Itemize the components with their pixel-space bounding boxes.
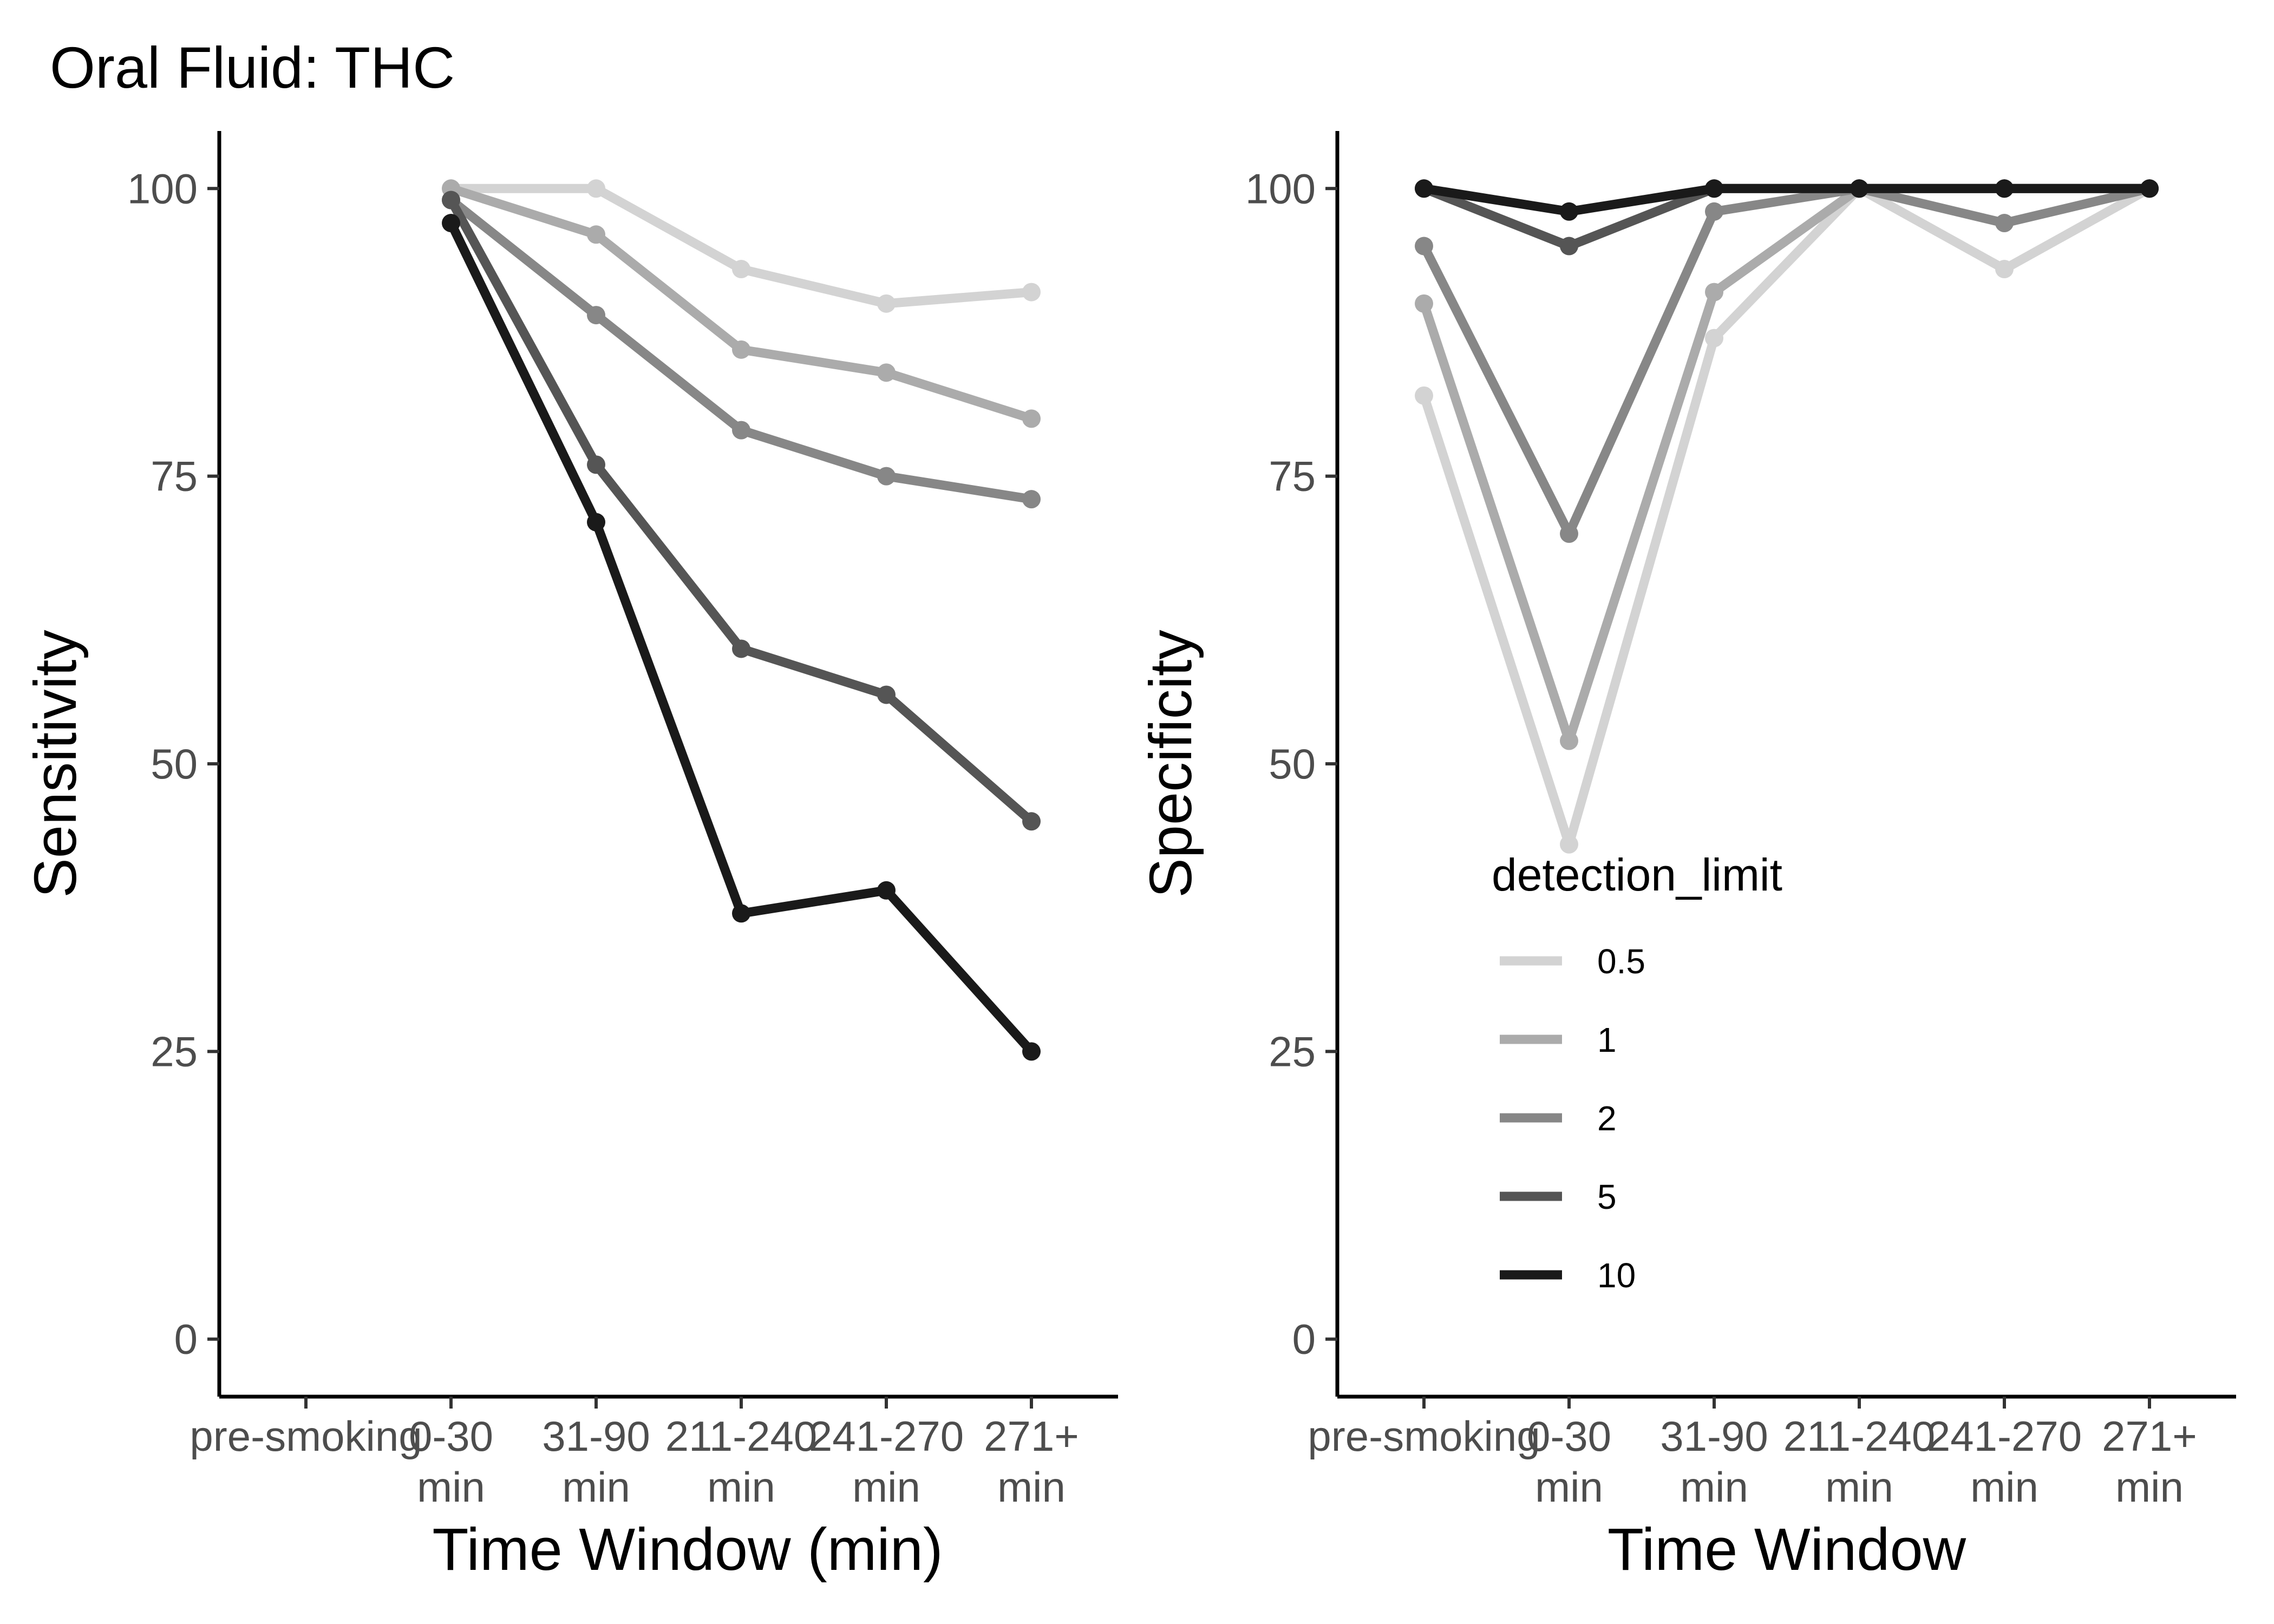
data-point xyxy=(1560,731,1578,750)
x-tick-label: 211-240 min xyxy=(665,1412,817,1511)
data-point xyxy=(1415,294,1433,313)
x-axis-title: Time Window (min) xyxy=(432,1516,943,1583)
y-tick-label: 0 xyxy=(1292,1315,1316,1363)
data-point xyxy=(2140,179,2159,198)
y-tick-label: 0 xyxy=(174,1315,198,1363)
x-tick-label: 271+ min xyxy=(984,1412,1079,1511)
data-point xyxy=(1022,490,1041,509)
data-point xyxy=(587,455,605,474)
x-tick-label: 0-30 min xyxy=(409,1412,493,1511)
x-tick-label: 0-30 min xyxy=(1527,1412,1611,1511)
x-tick-label: 31-90 min xyxy=(1660,1412,1768,1511)
series-sensitivity-5 xyxy=(442,191,1041,831)
x-tick-label: pre-smoking xyxy=(190,1412,422,1460)
data-point xyxy=(732,340,750,359)
legend-item: 1 xyxy=(1500,1020,1617,1059)
legend-item: 2 xyxy=(1500,1099,1617,1138)
series-line xyxy=(447,198,1035,825)
data-point xyxy=(1705,202,1723,221)
y-axis-title: Sensitivity xyxy=(22,630,89,898)
y-tick-label: 50 xyxy=(151,740,198,788)
series-line xyxy=(1419,184,2152,849)
x-tick-label: 241-270 min xyxy=(1927,1412,2082,1511)
legend-item: 10 xyxy=(1500,1256,1636,1295)
data-point xyxy=(1415,386,1433,405)
data-point xyxy=(732,904,750,923)
data-point xyxy=(1022,812,1041,831)
y-tick-label: 75 xyxy=(151,453,198,500)
data-point xyxy=(442,214,460,233)
legend-label: 0.5 xyxy=(1597,942,1645,981)
y-tick-label: 25 xyxy=(151,1027,198,1075)
data-point xyxy=(732,260,750,279)
data-point xyxy=(587,513,605,532)
series-specificity-0_5 xyxy=(1415,179,2159,854)
data-point xyxy=(587,306,605,325)
legend-label: 1 xyxy=(1597,1020,1617,1059)
series-line xyxy=(1423,184,2149,217)
legend-item: 0.5 xyxy=(1500,942,1645,981)
y-tick-label: 25 xyxy=(1269,1027,1316,1075)
legend-label: 5 xyxy=(1597,1177,1617,1216)
y-tick-label: 100 xyxy=(127,165,198,212)
x-axis-title: Time Window xyxy=(1608,1516,1966,1583)
data-point xyxy=(877,881,896,900)
x-tick-label: pre-smoking xyxy=(1308,1412,1540,1460)
series-sensitivity-10 xyxy=(442,214,1041,1061)
data-point xyxy=(1415,179,1433,198)
data-point xyxy=(1705,179,1723,198)
data-point xyxy=(877,363,896,382)
y-tick-label: 100 xyxy=(1245,165,1316,212)
data-point xyxy=(1705,283,1723,302)
y-axis-title: Specificity xyxy=(1138,630,1204,898)
data-point xyxy=(1560,835,1578,854)
data-point xyxy=(1022,409,1041,428)
data-point xyxy=(1022,1042,1041,1061)
x-tick-label: 211-240 min xyxy=(1783,1412,1935,1511)
x-tick-label: 241-270 min xyxy=(809,1412,964,1511)
data-point xyxy=(1705,329,1723,348)
data-point xyxy=(877,467,896,486)
series-specificity-10 xyxy=(1415,179,2159,221)
data-point xyxy=(1560,237,1578,256)
data-point xyxy=(732,639,750,658)
data-point xyxy=(732,421,750,440)
data-point xyxy=(1022,283,1041,302)
x-tick-label: 271+ min xyxy=(2102,1412,2197,1511)
series-line xyxy=(451,184,1032,309)
x-tick-label: 31-90 min xyxy=(542,1412,650,1511)
legend-title: detection_limit xyxy=(1492,849,1782,900)
data-point xyxy=(877,294,896,313)
figure-title: Oral Fluid: THC xyxy=(50,35,455,100)
y-tick-label: 75 xyxy=(1269,453,1316,500)
legend-item: 5 xyxy=(1500,1177,1617,1216)
data-point xyxy=(1850,179,1868,198)
data-point xyxy=(587,179,605,198)
data-point xyxy=(1560,202,1578,221)
data-point xyxy=(1560,524,1578,543)
data-point xyxy=(442,191,460,209)
legend-label: 10 xyxy=(1597,1256,1636,1295)
data-point xyxy=(587,225,605,244)
series-sensitivity-1 xyxy=(442,179,1041,428)
data-point xyxy=(1995,260,2014,279)
legend: detection_limit 0.5 1 2 5 10 xyxy=(1492,849,1782,1295)
data-point xyxy=(1995,214,2014,233)
data-point xyxy=(1415,237,1433,256)
data-point xyxy=(1995,179,2014,198)
legend-label: 2 xyxy=(1597,1099,1617,1138)
series-line xyxy=(1420,184,2151,539)
data-point xyxy=(877,685,896,704)
series-sensitivity-0_5 xyxy=(442,179,1041,313)
y-tick-label: 50 xyxy=(1269,740,1316,788)
